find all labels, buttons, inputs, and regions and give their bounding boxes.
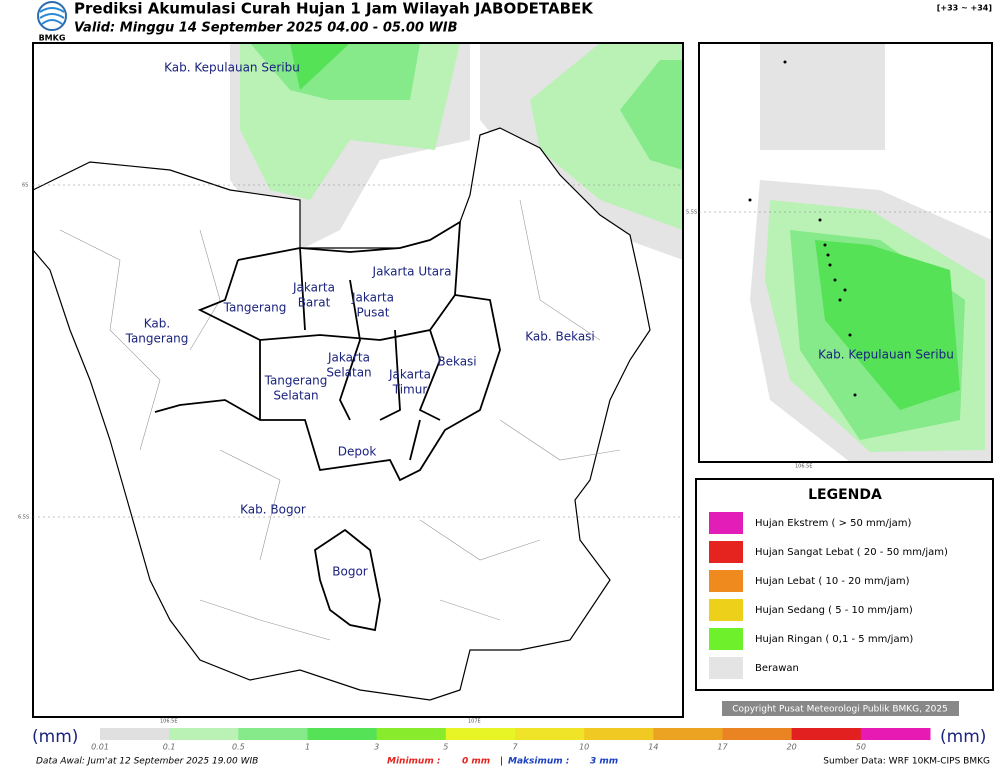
region-label: Jakarta Utara: [372, 265, 452, 279]
region-label: Kab.: [144, 317, 170, 331]
colorbar-label: 3: [374, 743, 379, 752]
unit: (mm): [940, 727, 986, 747]
colorbar-label: 20: [787, 743, 797, 752]
colorbar-segment: [445, 728, 516, 740]
lat-label: 5.5S: [686, 210, 697, 216]
legend-swatch: [709, 570, 743, 592]
region-label: Tangerang: [125, 332, 189, 346]
legend-swatch: [709, 628, 743, 650]
region-label: Jakarta: [388, 368, 431, 382]
legend-label: Hujan Ekstrem ( > 50 mm/jam): [755, 518, 912, 529]
colorbar-label: 14: [648, 743, 658, 752]
legend: LEGENDA Hujan Ekstrem ( > 50 mm/jam) Huja…: [695, 478, 994, 691]
legend-label: Berawan: [755, 663, 799, 674]
colorbar-segment: [100, 728, 170, 740]
region-label: Selatan: [273, 389, 318, 403]
region-label: Selatan: [326, 366, 371, 380]
lat-label: 6S: [22, 183, 28, 189]
region-label: Jakarta: [351, 291, 394, 305]
legend-swatch: [709, 657, 743, 679]
colorbar-segment: [307, 728, 378, 740]
region-label: Bekasi: [437, 355, 476, 369]
colorbar-label: 0.01: [91, 743, 109, 752]
colorbar-label: 0.5: [232, 743, 245, 752]
colorbar-label: 10: [579, 743, 589, 752]
legend-title: LEGENDA: [808, 487, 882, 503]
region-label: Tangerang: [264, 374, 328, 388]
copyright: Copyright Pusat Meteorologi Publik BMKG,…: [732, 705, 948, 715]
region-label: Barat: [298, 296, 331, 310]
region-label: Timur: [392, 383, 428, 397]
inset-map: 5.5S 106.5E Kab. Kepulauan Seribu: [686, 42, 993, 470]
main-map: 6S 6.5S 106.5E 107E Kab. Kepulauan Serib…: [18, 42, 684, 725]
unit: (mm): [32, 727, 78, 747]
logo: BMKG: [37, 1, 67, 43]
legend-label: Hujan Sedang ( 5 - 10 mm/jam): [755, 605, 913, 616]
legend-label: Hujan Ringan ( 0,1 - 5 mm/jam): [755, 634, 913, 645]
region-label: Depok: [338, 445, 377, 459]
min-label: Minimum :: [387, 757, 440, 767]
region-label: Kab. Bekasi: [525, 330, 595, 344]
colorbar-label: 5: [443, 743, 448, 752]
region-label: Bogor: [332, 565, 368, 579]
colorbar-segment: [584, 728, 654, 740]
colorbar-segment: [169, 728, 239, 740]
legend-label: Hujan Sangat Lebat ( 20 - 50 mm/jam): [755, 547, 948, 558]
region-label: Kab. Bogor: [240, 503, 306, 517]
colorbar-segment: [376, 728, 447, 740]
colorbar-segment: [238, 728, 308, 740]
region-label: Tangerang: [223, 301, 287, 315]
range: [+33 ~ +34]: [937, 4, 992, 13]
region-label: Jakarta: [292, 281, 335, 295]
colorbar-segment: [722, 728, 793, 740]
region-label: Jakarta: [327, 351, 370, 365]
region-label: Kab. Kepulauan Seribu: [164, 61, 300, 75]
separator: |: [500, 757, 503, 767]
colorbar-segment: [653, 728, 723, 740]
colorbar-label: 50: [856, 743, 866, 752]
valid-time: Valid: Minggu 14 September 2025 04.00 - …: [74, 21, 458, 36]
data-awal: Data Awal: Jum'at 12 September 2025 19.0…: [36, 757, 258, 767]
legend-swatch: [709, 512, 743, 534]
colorbar-segment: [860, 728, 931, 740]
lon-label: 106.5E: [795, 464, 812, 470]
colorbar-label: 17: [717, 743, 728, 752]
colorbar-segment: [515, 728, 585, 740]
copyright-box: [722, 701, 959, 716]
legend-swatch: [709, 599, 743, 621]
lat-label: 6.5S: [18, 515, 29, 521]
colorbar-label: 1: [305, 743, 310, 752]
region-label: Kab. Kepulauan Seribu: [818, 348, 954, 362]
source: Sumber Data: WRF 10KM-CIPS BMKG: [823, 757, 990, 767]
legend-label: Hujan Lebat ( 10 - 20 mm/jam): [755, 576, 910, 587]
lon-label: 107E: [468, 719, 481, 725]
min-value: 0 mm: [462, 757, 490, 767]
max-label: Maksimum :: [508, 757, 569, 767]
colorbar-segment: [791, 728, 862, 740]
title: Prediksi Akumulasi Curah Hujan 1 Jam Wil…: [74, 0, 594, 18]
colorbar-label: 7: [512, 743, 518, 752]
lon-label: 106.5E: [160, 719, 177, 725]
legend-swatch: [709, 541, 743, 563]
region-label: Pusat: [357, 306, 390, 320]
logo-text: BMKG: [39, 34, 66, 43]
max-value: 3 mm: [590, 757, 618, 767]
colorbar-label: 0.1: [163, 743, 176, 752]
